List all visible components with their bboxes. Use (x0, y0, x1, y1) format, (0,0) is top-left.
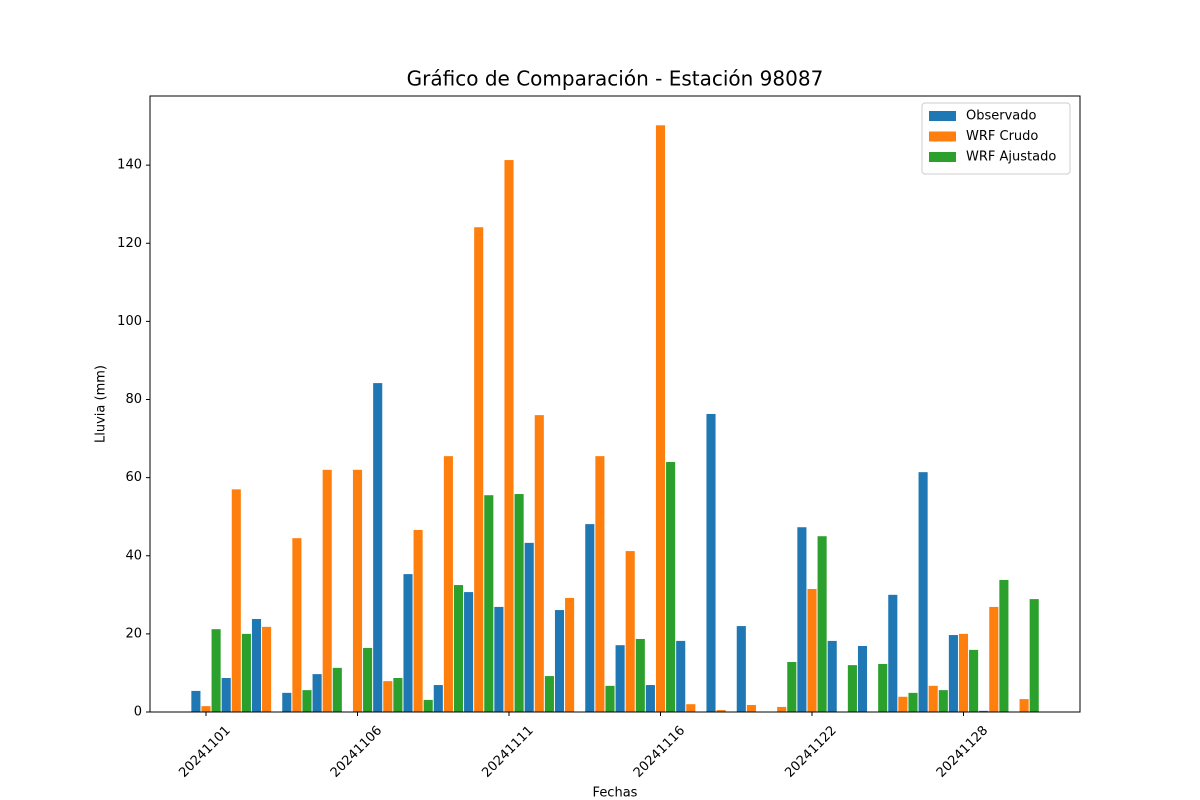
bar (666, 462, 676, 712)
bar (474, 227, 484, 712)
bar (585, 524, 595, 712)
y-tick-label: 120 (117, 236, 142, 251)
bar (847, 665, 857, 712)
bar (383, 681, 393, 712)
legend-frame (921, 102, 1071, 175)
bar (524, 542, 534, 712)
legend-swatch (929, 131, 956, 142)
bar (565, 597, 575, 712)
bar (1019, 699, 1029, 712)
bar (241, 633, 251, 712)
bar (716, 710, 726, 712)
y-tick-label: 20 (125, 626, 142, 641)
bar (635, 638, 645, 712)
bar (817, 536, 827, 712)
bar (888, 594, 898, 712)
legend: Observado WRF Crudo WRF Ajustado (921, 102, 1071, 175)
bar (231, 489, 241, 712)
bar (282, 692, 292, 712)
bar (898, 696, 908, 712)
y-tick-label: 60 (125, 470, 142, 485)
bar (787, 662, 797, 712)
bar (393, 678, 403, 712)
bar (676, 640, 686, 712)
legend-label: Observado (966, 109, 1037, 124)
bar (928, 685, 938, 712)
bar (605, 685, 615, 712)
bar (878, 663, 888, 712)
bar (857, 645, 868, 712)
bar (706, 413, 716, 712)
bar (484, 495, 494, 712)
bar (423, 699, 433, 712)
bar (736, 626, 746, 712)
bar (443, 456, 453, 712)
bar (969, 649, 979, 712)
bar (251, 619, 262, 712)
bar (686, 704, 696, 712)
bar (958, 633, 969, 712)
x-axis-label: Fechas (593, 786, 638, 800)
bar (201, 706, 211, 712)
legend-swatch (929, 111, 956, 121)
bar (504, 160, 514, 712)
bar (999, 579, 1009, 712)
y-tick-label: 100 (117, 314, 142, 329)
bar (989, 606, 999, 712)
legend-label: WRF Ajustado (966, 150, 1056, 165)
bar (979, 710, 989, 712)
bar (494, 606, 504, 712)
plot-frame (149, 95, 1081, 713)
bar (262, 626, 272, 712)
bar (211, 629, 221, 712)
bar (453, 585, 464, 712)
bar (534, 415, 544, 712)
bar (373, 383, 383, 712)
bar (625, 551, 635, 712)
bar (746, 704, 756, 712)
y-axis-label: Lluvia (mm) (94, 365, 109, 443)
chart-title: Gráfico de Comparación - Estación 98087 (407, 67, 824, 91)
bar (645, 685, 655, 712)
y-tick-label: 140 (117, 158, 142, 173)
legend-label: WRF Crudo (966, 129, 1038, 144)
bar (332, 667, 342, 712)
bar (413, 529, 423, 712)
bar (827, 640, 837, 712)
bar (221, 678, 231, 712)
bar (908, 692, 918, 712)
bar (918, 472, 928, 712)
y-tick-label: 80 (125, 392, 142, 407)
bar (615, 645, 625, 712)
bar (938, 690, 948, 712)
bar (595, 456, 605, 712)
bar (777, 706, 787, 712)
bar (352, 469, 363, 712)
bar (302, 690, 312, 712)
bar (292, 538, 302, 712)
bar (544, 676, 554, 712)
y-tick-label: 40 (125, 548, 142, 563)
bar (363, 647, 373, 712)
bar (464, 592, 474, 712)
bar (191, 690, 201, 712)
bar (514, 494, 524, 712)
bar (554, 610, 565, 712)
bar (655, 125, 666, 712)
bar (948, 635, 958, 712)
bar (797, 527, 807, 712)
bar (433, 685, 443, 712)
bar (403, 574, 413, 712)
bar (807, 588, 817, 712)
y-tick-label: 0 (134, 705, 142, 720)
bar (1029, 599, 1039, 712)
legend-swatch (929, 152, 956, 162)
bar (312, 674, 322, 712)
bar (322, 469, 332, 712)
